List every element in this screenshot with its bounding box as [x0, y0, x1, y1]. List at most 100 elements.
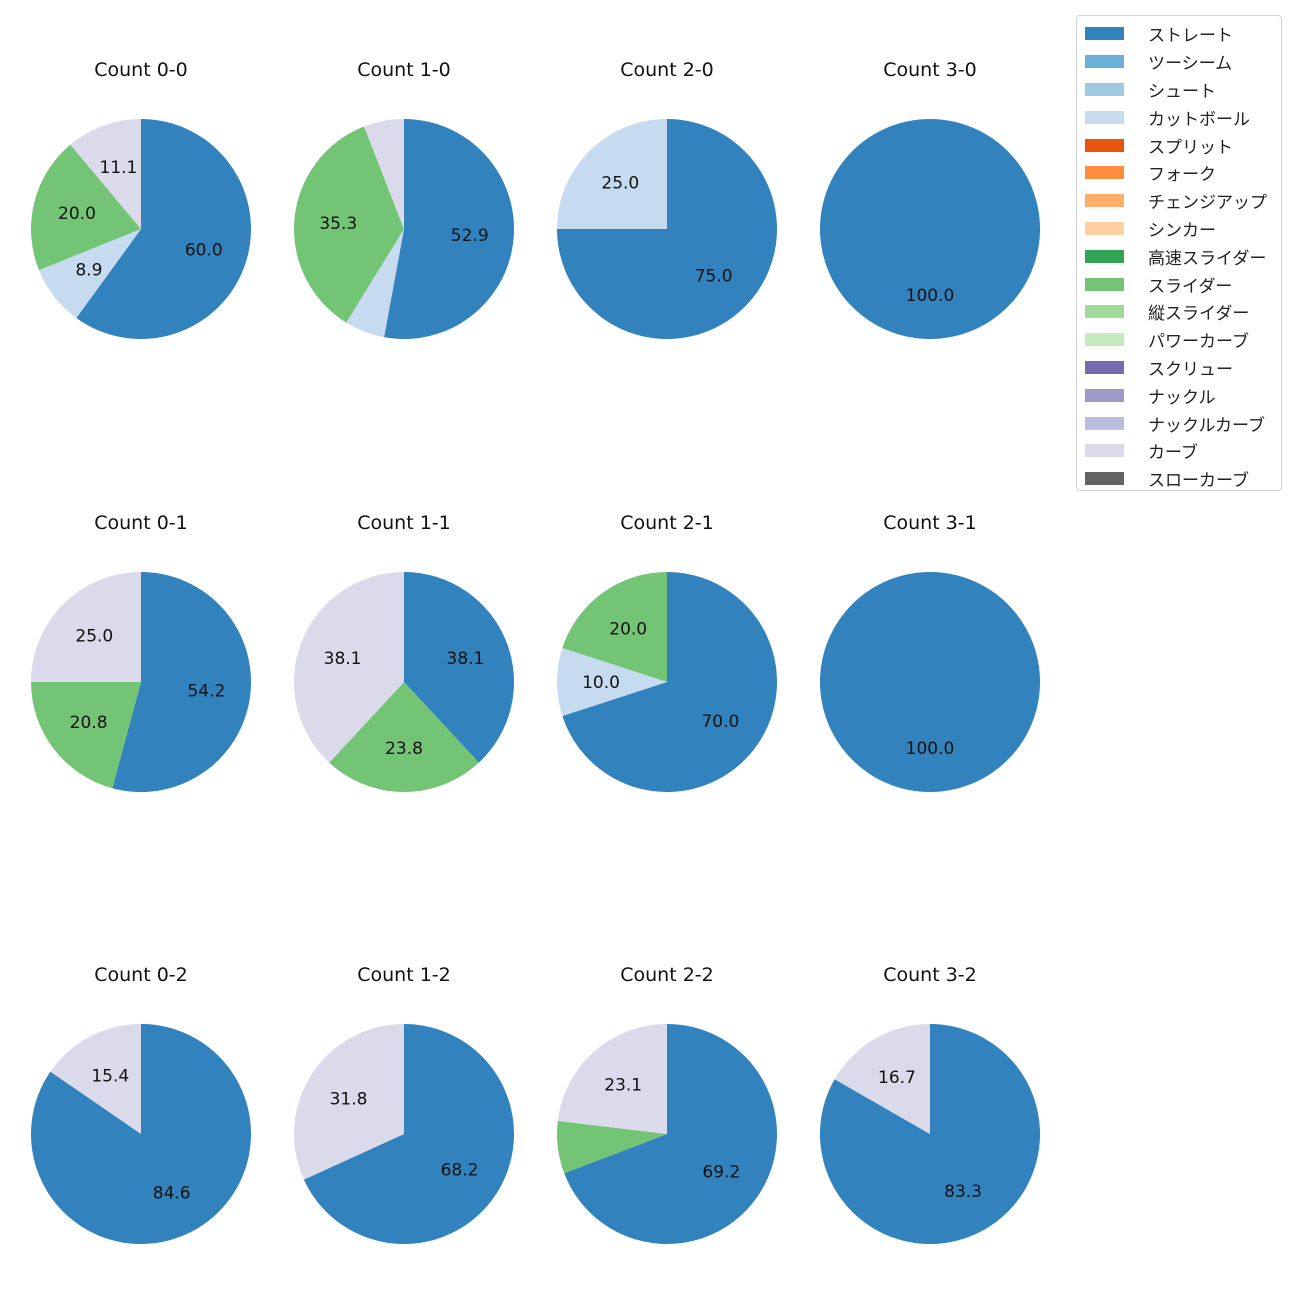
slice-label: 60.0 [185, 240, 223, 260]
slice-label: 69.2 [702, 1162, 740, 1182]
pie-slice [820, 119, 1040, 339]
pie-slice [364, 119, 404, 229]
pie-slice [556, 1120, 667, 1174]
pie-slice [294, 572, 404, 763]
pie-count-1-1: Count 1-1 38.1 23.8 38.1 [294, 512, 514, 792]
legend-item: スローカーブ [1077, 465, 1281, 493]
legend-label: シンカー [1148, 220, 1216, 241]
pie-title: Count 2-2 [620, 964, 714, 986]
legend-item: カーブ [1077, 437, 1281, 465]
slice-label: 31.8 [330, 1089, 368, 1109]
legend-swatch [1085, 360, 1124, 374]
slice-label: 38.1 [447, 649, 485, 669]
legend-swatch [1085, 305, 1124, 319]
legend-swatch [1085, 194, 1124, 208]
legend-item: シュート [1077, 76, 1281, 104]
pie-slice [557, 648, 667, 716]
slice-label: 100.0 [906, 739, 955, 759]
slice-label: 15.4 [91, 1067, 129, 1087]
legend-swatch [1085, 388, 1124, 402]
legend-swatch [1085, 110, 1124, 124]
pie-count-3-0: Count 3-0 100.0 [820, 59, 1040, 339]
legend-item: ナックルカーブ [1077, 409, 1281, 437]
legend-label: 高速スライダー [1148, 248, 1267, 269]
pie-title: Count 2-0 [620, 59, 714, 81]
pie-title: Count 2-1 [620, 512, 714, 534]
pie-title: Count 3-0 [883, 59, 977, 81]
slice-label: 23.8 [385, 739, 423, 759]
pie-count-2-1: Count 2-1 70.0 10.0 20.0 [557, 512, 777, 792]
pie-slice [31, 572, 141, 682]
pie-slice [31, 682, 141, 789]
legend-swatch [1085, 277, 1124, 291]
pie-slice [562, 572, 777, 792]
legend-label: ストレート [1148, 26, 1233, 47]
legend-label: 縦スライダー [1148, 304, 1250, 325]
pie-count-0-0: Count 0-0 60.0 8.9 20.0 11.1 [30, 59, 251, 339]
slice-label: 20.8 [70, 713, 108, 733]
legend-label: スライダー [1148, 276, 1233, 297]
pie-slice [557, 119, 667, 229]
pie-slice [31, 1024, 252, 1245]
slice-label: 75.0 [695, 267, 733, 287]
pie-count-2-0: Count 2-0 75.0 25.0 [557, 59, 777, 339]
slice-label: 20.0 [58, 204, 96, 224]
pie-count-3-1: Count 3-1 100.0 [820, 512, 1040, 792]
legend-swatch [1085, 333, 1124, 347]
legend-item: 縦スライダー [1077, 298, 1281, 326]
pie-count-2-2: Count 2-2 69.2 23.1 [556, 964, 777, 1245]
slice-label: 11.1 [100, 158, 138, 178]
slice-label: 25.0 [75, 626, 113, 646]
legend-label: パワーカーブ [1148, 332, 1249, 353]
legend-swatch [1085, 472, 1124, 486]
legend-item: ツーシーム [1077, 48, 1281, 76]
pie-slice [50, 1024, 141, 1134]
legend-item: チェンジアップ [1077, 187, 1281, 215]
pie-count-3-2: Count 3-2 83.3 16.7 [820, 964, 1041, 1244]
slice-label: 10.0 [582, 673, 620, 693]
pie-title: Count 1-2 [357, 964, 451, 986]
pie-count-0-1: Count 0-1 54.2 20.8 25.0 [31, 512, 252, 793]
slice-label: 100.0 [906, 286, 955, 306]
legend-swatch [1085, 55, 1124, 69]
slice-label: 52.9 [451, 226, 489, 246]
pie-slice [346, 229, 404, 338]
legend-label: シュート [1148, 81, 1216, 102]
legend-label: スプリット [1148, 137, 1233, 158]
slice-label: 20.0 [609, 620, 647, 640]
legend-item: スクリュー [1077, 354, 1281, 382]
pie-count-0-2: Count 0-2 84.6 15.4 [31, 964, 252, 1245]
pie-slice [834, 1024, 930, 1134]
pie-title: Count 1-0 [357, 59, 451, 81]
pie-slice [404, 572, 514, 763]
pie-title: Count 3-2 [883, 964, 977, 986]
slice-label: 84.6 [153, 1183, 191, 1203]
pie-slice [384, 119, 514, 339]
slice-label: 8.9 [75, 261, 102, 281]
legend-item: ストレート [1077, 20, 1281, 48]
legend-item: スライダー [1077, 270, 1281, 298]
legend-label: ナックルカーブ [1148, 415, 1265, 436]
slice-label: 54.2 [187, 682, 225, 702]
pie-title: Count 1-1 [357, 512, 451, 534]
pie-title: Count 0-0 [94, 59, 188, 81]
legend-swatch [1085, 221, 1124, 235]
legend-label: カーブ [1148, 443, 1198, 464]
slice-label: 16.7 [878, 1068, 916, 1088]
slice-label: 70.0 [701, 712, 739, 732]
slice-label: 25.0 [601, 173, 639, 193]
slice-label: 83.3 [944, 1182, 982, 1202]
pie-slice [820, 1024, 1041, 1244]
legend-swatch [1085, 444, 1124, 458]
slice-label: 68.2 [441, 1161, 479, 1181]
legend-item: 高速スライダー [1077, 242, 1281, 270]
pie-title: Count 0-1 [94, 512, 188, 534]
legend-item: ナックル [1077, 381, 1281, 409]
pie-slice [294, 1024, 404, 1180]
legend-item: スプリット [1077, 131, 1281, 159]
pie-count-1-0: Count 1-0 52.9 35.3 [294, 59, 514, 339]
legend-label: スクリュー [1148, 359, 1233, 380]
pie-slice [820, 572, 1040, 792]
pie-slice [70, 119, 141, 229]
